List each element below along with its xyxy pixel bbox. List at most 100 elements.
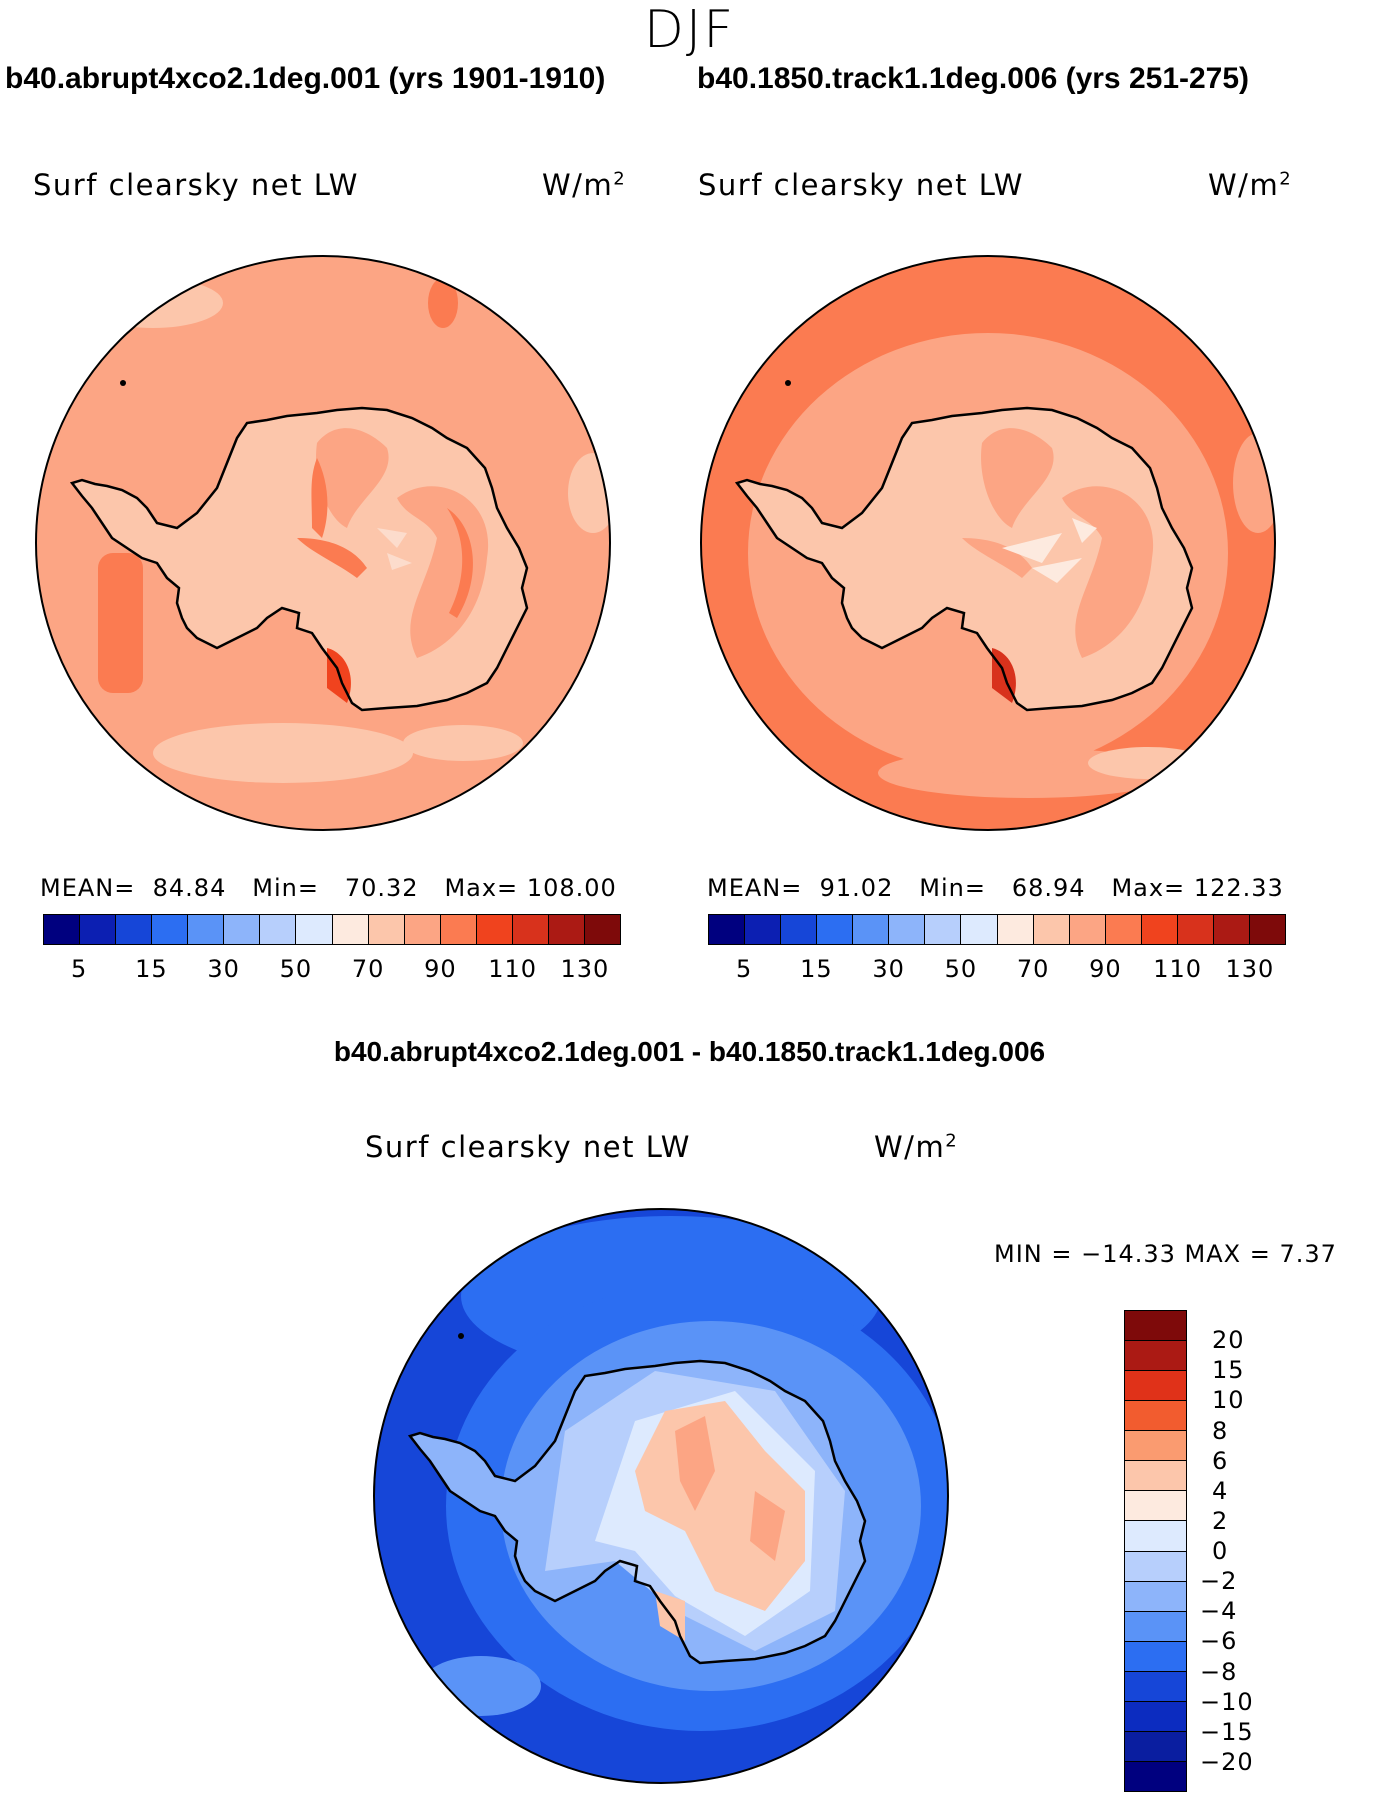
colorbar-tick-label: 15: [135, 955, 168, 983]
panel-2-variable-label: Surf clearsky net LW: [698, 168, 1024, 202]
panel-2-stats: MEAN= 91.02 Min= 68.94 Max= 122.33: [707, 874, 1284, 902]
colorbar-swatch: [512, 915, 549, 944]
difference-polar-map: [373, 1208, 949, 1784]
colorbar-swatch: [1125, 1581, 1186, 1612]
panel-1-stats: MEAN= 84.84 Min= 70.32 Max= 108.00: [40, 874, 617, 902]
colorbar-swatch: [440, 915, 477, 944]
colorbar-level-label: −2: [1200, 1567, 1238, 1596]
panel-1-warm-anomaly: [98, 553, 143, 693]
difference-units: W/m2: [874, 1130, 959, 1164]
colorbar-swatch: [709, 915, 746, 944]
difference-map-border: [373, 1208, 949, 1784]
colorbar-tick-label: 15: [800, 955, 833, 983]
colorbar-level-label: 4: [1212, 1476, 1229, 1505]
colorbar-tick-label: 110: [488, 955, 538, 983]
colorbar-tick-label: 50: [279, 955, 313, 983]
colorbar-swatch: [925, 915, 962, 944]
colorbar-level-label: 0: [1212, 1537, 1229, 1565]
colorbar-level-label: −15: [1200, 1717, 1254, 1746]
colorbar-swatch: [1125, 1431, 1186, 1462]
colorbar-swatch: [961, 915, 998, 944]
panel-2-case-title: b40.1850.track1.1deg.006 (yrs 251-275): [697, 62, 1250, 95]
colorbar-swatch: [1125, 1401, 1186, 1432]
colorbar-swatch: [1125, 1701, 1186, 1732]
colorbar-tick-label: 5: [70, 955, 88, 983]
colorbar-swatch: [1177, 915, 1214, 944]
colorbar-swatch: [817, 915, 854, 944]
colorbar-swatch: [1125, 1671, 1186, 1702]
colorbar-swatch: [1125, 1551, 1186, 1582]
difference-colorbar: [1124, 1310, 1187, 1792]
colorbar-swatch: [1125, 1341, 1186, 1372]
colorbar-swatch: [80, 915, 117, 944]
panel-1-units: W/m2: [542, 168, 627, 202]
colorbar-swatch: [1125, 1311, 1186, 1342]
colorbar-tick-label: 130: [1225, 955, 1275, 983]
colorbar-level-label: 6: [1212, 1446, 1229, 1475]
colorbar-swatch: [853, 915, 890, 944]
colorbar-tick-label: 30: [872, 955, 905, 983]
colorbar-swatch: [1125, 1461, 1186, 1492]
colorbar-level-label: 10: [1212, 1386, 1245, 1415]
colorbar-swatch: [1125, 1491, 1186, 1522]
colorbar-swatch: [224, 915, 261, 944]
colorbar-swatch: [332, 915, 369, 944]
colorbar-swatch: [1125, 1371, 1186, 1402]
panel-1-variable-label: Surf clearsky net LW: [33, 168, 359, 202]
panel-1-colorbar-labels: 5 15 30 50 70 90 110 130: [43, 955, 621, 985]
colorbar-swatch: [1125, 1761, 1186, 1791]
colorbar-swatch: [152, 915, 189, 944]
colorbar-swatch: [296, 915, 333, 944]
season-title: DJF: [643, 0, 736, 60]
colorbar-swatch: [1125, 1731, 1186, 1762]
panel-2-colorbar-labels: 5 15 30 50 70 90 110 130: [708, 955, 1286, 985]
colorbar-swatch: [584, 915, 620, 944]
colorbar-swatch: [1033, 915, 1070, 944]
colorbar-swatch: [1069, 915, 1106, 944]
colorbar-swatch: [889, 915, 926, 944]
difference-min-max: MIN = −14.33 MAX = 7.37: [994, 1240, 1337, 1268]
colorbar-tick-label: 50: [944, 955, 978, 983]
colorbar-swatch: [745, 915, 782, 944]
colorbar-swatch: [1125, 1611, 1186, 1642]
colorbar-tick-label: 70: [351, 955, 385, 983]
colorbar-tick-label: 30: [207, 955, 240, 983]
colorbar-level-label: −4: [1200, 1597, 1238, 1626]
colorbar-swatch: [476, 915, 513, 944]
colorbar-swatch: [1249, 915, 1285, 944]
colorbar-tick-label: 110: [1153, 955, 1203, 983]
colorbar-swatch: [188, 915, 225, 944]
colorbar-swatch: [997, 915, 1034, 944]
panel-1-polar-map: [35, 255, 611, 831]
colorbar-level-label: −10: [1200, 1687, 1254, 1716]
colorbar-tick-label: 90: [1089, 955, 1122, 983]
colorbar-tick-label: 130: [560, 955, 610, 983]
colorbar-swatch: [548, 915, 585, 944]
difference-variable-label: Surf clearsky net LW: [365, 1130, 691, 1164]
colorbar-level-label: −8: [1200, 1657, 1238, 1686]
colorbar-level-label: 20: [1212, 1326, 1245, 1355]
colorbar-level-label: 2: [1212, 1506, 1229, 1535]
panel-1-colorbar: [43, 914, 621, 945]
colorbar-swatch: [1213, 915, 1250, 944]
panel-1-case-title: b40.abrupt4xco2.1deg.001 (yrs 1901-1910): [5, 62, 606, 95]
colorbar-level-label: 15: [1212, 1356, 1245, 1385]
panel-2-map-border: [700, 255, 1276, 831]
difference-colorbar-labels: 20 15 10 8 6 4 2 0 −2 −4 −6 −8 −10 −15 −20: [1200, 1310, 1300, 1792]
colorbar-swatch: [1141, 915, 1178, 944]
panel-2-colorbar: [708, 914, 1286, 945]
colorbar-level-label: −6: [1200, 1627, 1238, 1656]
colorbar-swatch: [44, 915, 81, 944]
colorbar-swatch: [368, 915, 405, 944]
panel-2-polar-map: [700, 255, 1276, 831]
colorbar-level-label: −20: [1200, 1747, 1254, 1776]
colorbar-swatch: [116, 915, 153, 944]
colorbar-swatch: [260, 915, 297, 944]
colorbar-swatch: [1125, 1521, 1186, 1552]
colorbar-swatch: [404, 915, 441, 944]
colorbar-swatch: [1125, 1641, 1186, 1672]
colorbar-tick-label: 5: [735, 955, 753, 983]
colorbar-swatch: [781, 915, 818, 944]
panel-1-map-border: [35, 255, 611, 831]
colorbar-level-label: 8: [1212, 1416, 1229, 1445]
